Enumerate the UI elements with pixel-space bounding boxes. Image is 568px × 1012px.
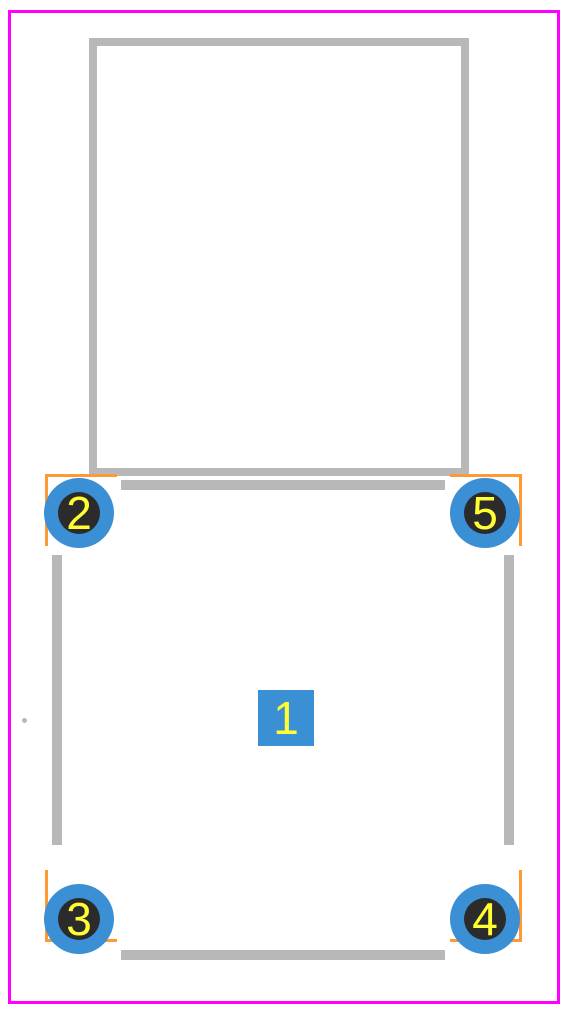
- pad-label: 2: [66, 486, 92, 540]
- silk-segment: [121, 950, 445, 960]
- pad-label: 3: [66, 892, 92, 946]
- pad-4: 4: [450, 884, 520, 954]
- pad-3: 3: [44, 884, 114, 954]
- pad-label: 4: [472, 892, 498, 946]
- pad-5: 5: [450, 478, 520, 548]
- pad-label: 1: [273, 691, 299, 745]
- silk-segment: [121, 480, 445, 490]
- pad-label: 5: [472, 486, 498, 540]
- silk-segment: [504, 555, 514, 845]
- silk-segment: [52, 555, 62, 845]
- pad-1: 1: [258, 690, 314, 746]
- pad-2: 2: [44, 478, 114, 548]
- upper-rect: [89, 38, 469, 476]
- origin-dot: [22, 718, 27, 723]
